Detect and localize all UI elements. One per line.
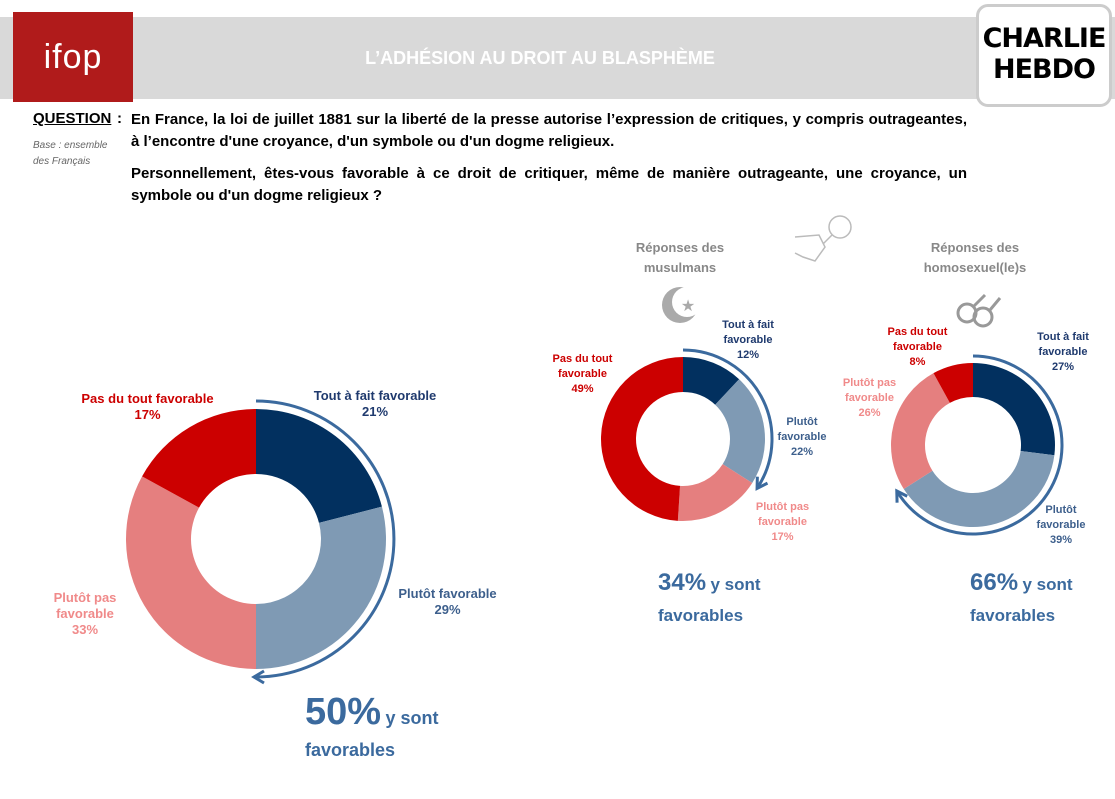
magnifier-hand-icon	[794, 215, 852, 262]
main-slice-3	[142, 409, 256, 508]
mus-label-plutot: Plutôt favorable 22%	[777, 416, 827, 458]
svg-text:★: ★	[681, 298, 695, 315]
main-label-pas-du-tout: Pas du tout favorable 17%	[81, 391, 214, 422]
hom-arrowhead	[895, 488, 908, 503]
header-band	[0, 17, 1115, 99]
hom-summary: 66% y sont favorables	[970, 569, 1073, 625]
muslims-subtitle: Réponses des musulmans	[635, 240, 725, 275]
mus-slice-0	[683, 357, 740, 405]
ifop-logo: ifop	[13, 12, 133, 102]
main-favorable-arrow	[255, 399, 396, 679]
question-colon: :	[117, 110, 122, 127]
crescent-star-icon: ★	[662, 287, 702, 323]
main-label-tout: Tout à fait favorable 21%	[313, 388, 437, 419]
question-label: QUESTION	[33, 110, 112, 127]
hom-label-plutot-pas: Plutôt pas favorable 26%	[842, 377, 897, 419]
hom-label-pas-du-tout: Pas du tout favorable 8%	[887, 326, 948, 368]
main-label-plutot: Plutôt favorable 29%	[398, 586, 497, 617]
hom-slice-0	[973, 363, 1055, 456]
homosexuals-subtitle: Réponses des homosexuel(le)s	[923, 240, 1027, 275]
mus-summary: 34% y sont favorables	[658, 569, 761, 625]
hom-label-tout: Tout à fait favorable 27%	[1037, 331, 1089, 373]
main-slice-2	[125, 476, 256, 669]
main-summary: 50% y sont favorables	[305, 691, 439, 760]
hom-favorable-arrow	[896, 354, 1064, 536]
main-slice-0	[256, 409, 382, 523]
hom-slice-3	[933, 363, 973, 403]
mus-slice-2	[677, 464, 753, 521]
main-label-plutot-pas: Plutôt pas favorable 33%	[53, 590, 117, 637]
question-text-2: Personnellement, êtes-vous favorable à c…	[131, 165, 967, 204]
main-slice-1	[256, 506, 386, 669]
mus-slice-1	[715, 379, 765, 483]
question-text-1: En France, la loi de juillet 1881 sur la…	[131, 111, 967, 150]
mus-label-tout: Tout à fait favorable 12%	[722, 319, 774, 361]
male-symbols-icon	[956, 293, 1002, 328]
base-note: Base : ensemble des Français	[33, 140, 108, 167]
page-title: L’ADHÉSION AU DROIT AU BLASPHÈME	[365, 48, 715, 68]
hom-slice-2	[891, 373, 950, 489]
mus-slice-3	[600, 356, 683, 521]
main-arrowhead	[251, 669, 265, 685]
mus-label-plutot-pas: Plutôt pas favorable 17%	[755, 501, 810, 543]
mus-label-pas-du-tout: Pas du tout favorable 49%	[552, 353, 613, 395]
mus-arrowhead	[755, 476, 769, 491]
hom-label-plutot: Plutôt favorable 39%	[1036, 504, 1086, 546]
charlie-hebdo-logo: CHARLIE HEBDO	[976, 4, 1112, 107]
hom-slice-1	[903, 451, 1055, 527]
mus-favorable-arrow	[682, 348, 774, 488]
